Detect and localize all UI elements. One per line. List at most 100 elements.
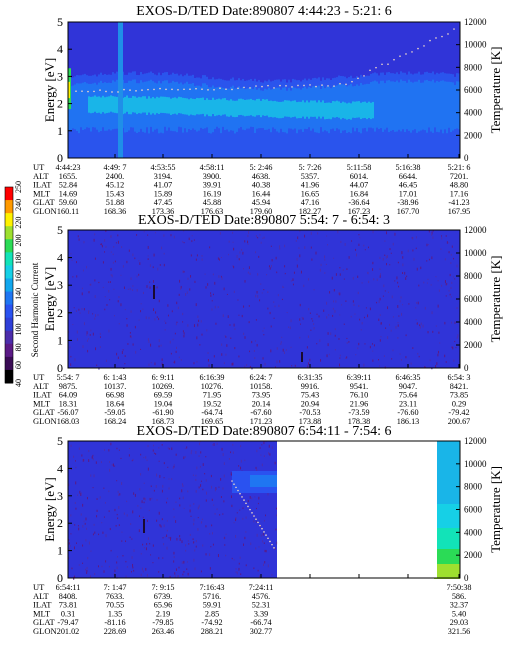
heatmap-speck [303,284,305,288]
table-cell: 0.31 [61,609,75,618]
table-cell: -64.74 [201,408,222,417]
heatmap-strip-cell [434,546,460,549]
heatmap-speck [277,294,279,297]
heatmap-cell [284,100,286,117]
heatmap-speck [189,533,191,536]
table-cell: 73.95 [252,391,270,400]
heatmap-speck [104,295,106,298]
temperature-point [147,88,149,91]
heatmap-speck [130,277,132,280]
heatmap-speck [209,553,211,556]
heatmap-speck [363,316,365,319]
heatmap-speck [163,543,165,546]
heatmap-speck [116,513,118,516]
heatmap-speck [114,465,116,467]
heatmap-speck [126,324,128,327]
heatmap-cell [170,98,172,115]
table-cell: 20.14 [252,399,270,408]
table-cell: 44.07 [350,181,368,190]
heatmap-speck [131,459,133,462]
temperature-point [315,85,317,88]
heatmap-speck [211,524,213,527]
heatmap-speck [158,339,160,343]
heatmap-cell [332,101,334,118]
heatmap-speck [136,289,138,292]
heatmap-speck [163,462,165,465]
table-cell: 168.73 [152,417,175,426]
heatmap-speck [201,333,203,336]
heatmap-speck [154,318,156,321]
heatmap-speck [315,251,317,255]
heatmap-speck [437,353,439,357]
heatmap-speck [135,350,137,354]
temperature-point [261,527,263,530]
heatmap-speck [200,320,202,323]
y-tick-label: 0 [57,151,63,165]
heatmap-cell [98,96,100,113]
y2-tick-label: 10000 [464,40,487,50]
heatmap-speck [187,490,189,493]
heatmap-speck [177,306,179,310]
table-cell: 15.89 [154,189,172,198]
heatmap-cell [96,96,98,114]
heatmap-cell [150,98,152,115]
heatmap-speck [198,455,200,457]
heatmap-speck [390,252,392,254]
heatmap-speck [158,557,160,560]
heatmap-cell [224,98,226,115]
heatmap-cell [242,99,244,116]
heatmap-speck [404,271,406,275]
heatmap-speck [131,556,133,559]
heatmap-speck [83,240,85,244]
heatmap-speck [200,484,202,487]
heatmap-speck [179,279,181,283]
heatmap-speck [244,459,246,462]
y-tick-label: 3 [57,489,63,503]
heatmap-speck [405,334,407,337]
heatmap-speck [429,359,431,362]
heatmap-speck [264,561,266,564]
heatmap-cell [136,97,138,115]
temperature-point [81,90,83,92]
heatmap-cell [202,97,204,114]
heatmap-speck [179,497,181,500]
heatmap-speck [363,244,365,247]
heatmap-speck [202,544,204,547]
heatmap-speck [430,284,432,286]
heatmap-strip-cell [434,486,460,489]
heatmap-cell [392,81,394,131]
heatmap-speck [352,276,354,280]
heatmap-speck [179,538,181,541]
table-cell: 70.55 [106,601,124,610]
temperature-point [225,88,227,90]
heatmap-speck [225,336,227,338]
table-cell: 65.96 [154,601,172,610]
y-tick-label: 5 [57,15,63,29]
temperature-point [243,499,245,501]
table-cell: 48.80 [450,181,468,190]
heatmap-cell [418,79,420,132]
heatmap-speck [330,332,332,336]
heatmap-speck [379,314,381,316]
heatmap-cell [144,96,146,113]
heatmap-speck [100,243,102,245]
heatmap-speck [346,342,348,344]
table-cell: 14.69 [59,189,77,198]
heatmap-speck [356,253,358,257]
table-row-label: ALT [33,381,50,391]
temperature-point [251,512,253,514]
temperature-point [255,85,257,87]
heatmap-cell [346,103,348,120]
heatmap-speck [113,572,115,576]
table-cell: 173.36 [152,207,175,216]
heatmap-speck [211,485,213,489]
heatmap-speck [198,504,200,508]
heatmap-speck [219,232,221,235]
heatmap-cell [320,102,322,119]
heatmap-speck [173,560,175,563]
heatmap-speck [149,281,151,283]
heatmap-speck [112,253,114,256]
heatmap-speck [153,444,155,447]
heatmap-speck [211,308,213,311]
heatmap-speck [124,308,126,311]
